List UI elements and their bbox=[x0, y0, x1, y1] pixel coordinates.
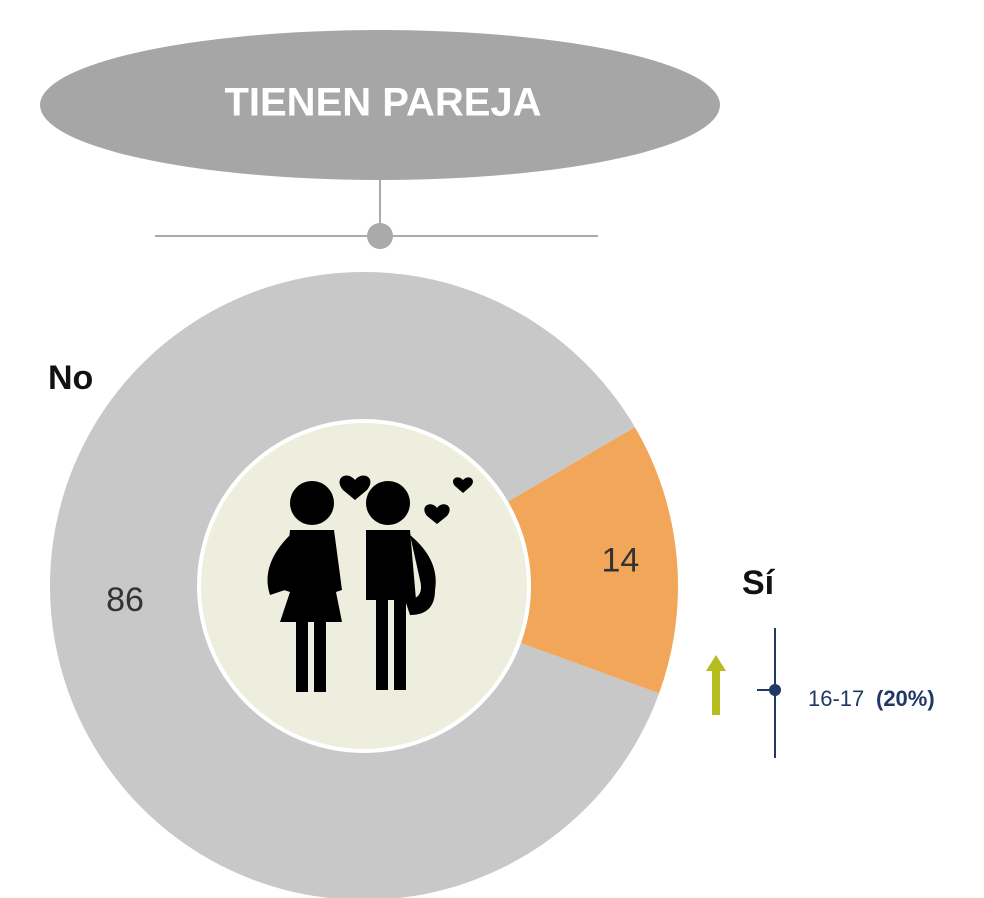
annotation-label: 16-17 bbox=[808, 686, 864, 711]
category-label: Sí bbox=[742, 564, 776, 602]
annotation-dot bbox=[769, 684, 781, 696]
up-arrow bbox=[706, 655, 726, 715]
value-label: 14 bbox=[602, 542, 640, 580]
chart-title: TIENEN PAREJA bbox=[224, 81, 541, 125]
center-circle bbox=[197, 419, 531, 753]
connector-dot bbox=[367, 223, 393, 249]
value-label: 86 bbox=[106, 581, 144, 619]
couple-icon bbox=[267, 475, 473, 692]
title-ellipse bbox=[40, 30, 720, 180]
category-label: No bbox=[48, 359, 93, 397]
annotation-value: (20%) bbox=[876, 686, 935, 711]
